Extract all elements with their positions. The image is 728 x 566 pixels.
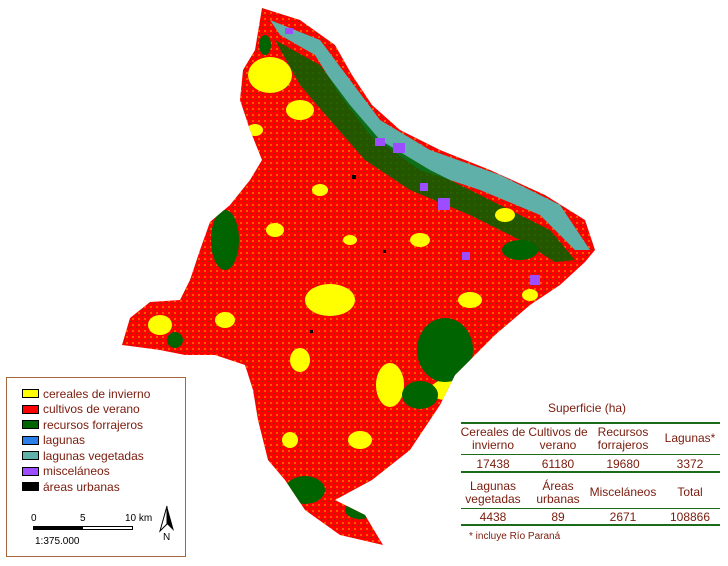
legend-label: lagunas vegetadas xyxy=(43,448,144,463)
legend-label: lagunas xyxy=(43,433,86,448)
table-cell: Cereales de invierno xyxy=(460,425,526,452)
table-cell: Misceláneos xyxy=(589,485,657,499)
table-cell: Total xyxy=(677,485,703,499)
legend-swatch xyxy=(22,435,39,445)
scale-bar-graphic xyxy=(33,526,133,530)
legend-label: cultivos de verano xyxy=(43,402,140,417)
legend-item: lagunas xyxy=(22,433,150,449)
table-cell: Áreas urbanas xyxy=(536,479,580,506)
north-arrow-icon xyxy=(159,505,174,533)
legend-item: recursos forrajeros xyxy=(22,417,150,433)
map-legend: cereales de invierno cultivos de verano re… xyxy=(6,377,186,557)
table-cell: 3372 xyxy=(676,457,704,471)
north-label: N xyxy=(163,532,171,543)
scale-label-0: 0 xyxy=(31,513,37,524)
legend-swatch xyxy=(22,420,39,430)
table-cell: 89 xyxy=(551,510,565,524)
table-cell: 17438 xyxy=(476,457,510,471)
table-cell: 4438 xyxy=(479,510,507,524)
legend-label: misceláneos xyxy=(43,464,110,479)
legend-label: áreas urbanas xyxy=(43,479,120,494)
legend-item: cultivos de verano xyxy=(22,402,150,418)
legend-item: lagunas vegetadas xyxy=(22,448,150,464)
legend-swatch xyxy=(22,404,39,414)
legend-swatch xyxy=(22,482,39,492)
table-cell: Recursos forrajeros xyxy=(597,425,649,452)
table-cell: Lagunas* xyxy=(664,431,716,445)
table-cell: Cultivos de verano xyxy=(528,425,588,452)
scale-bar: 0 5 10 km 1:375.000 xyxy=(25,513,175,553)
legend-item: cereales de invierno xyxy=(22,386,150,402)
scale-label-5: 5 xyxy=(80,513,86,524)
table-title: Superficie (ha) xyxy=(548,401,627,415)
table-cell: 19680 xyxy=(606,457,640,471)
legend-items: cereales de invierno cultivos de verano re… xyxy=(22,386,150,495)
north-arrow: N xyxy=(157,505,177,545)
legend-label: cereales de invierno xyxy=(43,386,151,401)
legend-label: recursos forrajeros xyxy=(43,417,144,432)
scale-label-10: 10 km xyxy=(125,513,153,524)
table-note: * incluye Río Paraná xyxy=(469,531,561,542)
legend-swatch xyxy=(22,389,39,399)
legend-swatch xyxy=(22,466,39,476)
table-cell: 61180 xyxy=(541,457,575,471)
table-cell: Lagunas vegetadas xyxy=(465,479,521,506)
legend-swatch xyxy=(22,451,39,461)
scale-ratio: 1:375.000 xyxy=(35,536,80,547)
legend-item: áreas urbanas xyxy=(22,479,150,495)
table-cell: 108866 xyxy=(669,510,711,524)
table-cell: 2671 xyxy=(609,510,637,524)
legend-item: misceláneos xyxy=(22,464,150,480)
